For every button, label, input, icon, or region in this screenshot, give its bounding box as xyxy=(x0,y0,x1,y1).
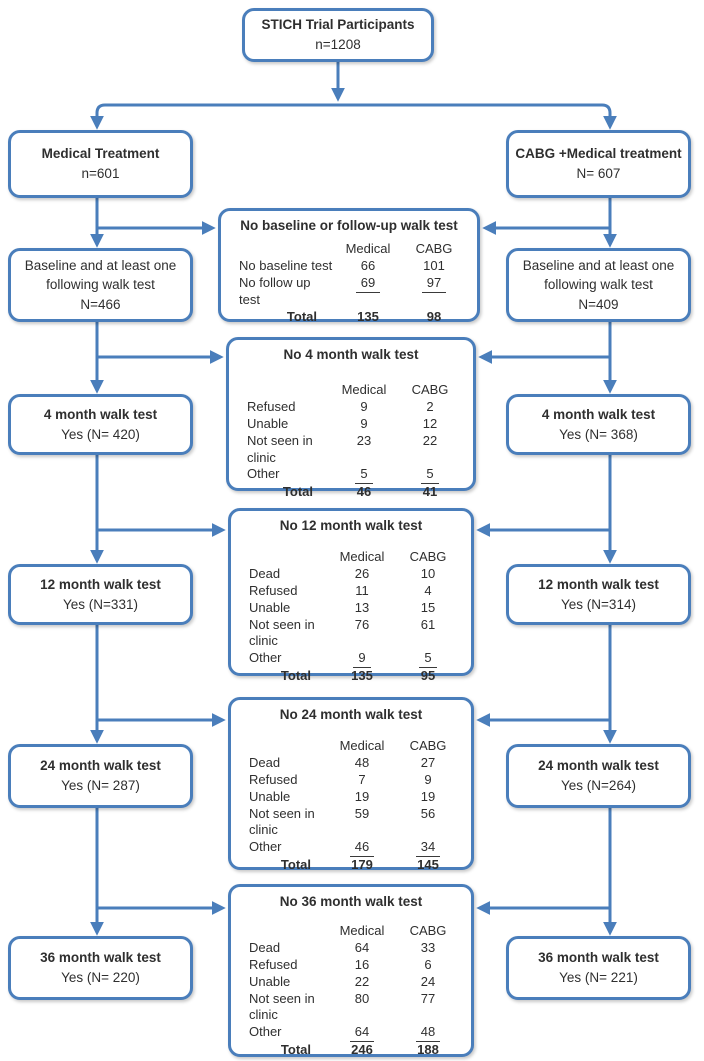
stich-participants-box: STICH Trial Participants n=1208 xyxy=(242,8,434,62)
box-title: CABG +Medical treatment xyxy=(515,146,682,162)
table-row: Other 9 5 xyxy=(249,650,459,669)
table-row: Refused 11 4 xyxy=(249,582,432,598)
box-n: N= 607 xyxy=(576,166,621,181)
box-line: following walk test xyxy=(544,277,653,293)
right-baseline-box: Baseline and at least one following walk… xyxy=(506,248,691,322)
col-header-cabg: CABG xyxy=(409,549,447,564)
table-row: Unable 22 24 xyxy=(249,973,436,989)
box-n: Yes (N= 220) xyxy=(61,970,140,985)
table-row: Other 5 5 xyxy=(247,466,461,485)
box-title: 36 month walk test xyxy=(40,950,161,966)
no-baseline-walk-test-box: No baseline or follow-up walk test Medic… xyxy=(218,208,480,325)
table-row: Other 64 48 xyxy=(249,1024,459,1043)
table-row: Other 46 34 xyxy=(249,839,459,858)
col-header-cabg: CABG xyxy=(411,382,449,397)
left-24-month-box: 24 month walk test Yes (N= 287) xyxy=(8,744,193,808)
table-row: Refused 7 9 xyxy=(249,771,432,787)
col-header-cabg: CABG xyxy=(409,738,447,753)
box-title: Medical Treatment xyxy=(41,146,160,162)
box-title: 24 month walk test xyxy=(40,758,161,774)
no-24-month-walk-test-box: No 24 month walk test Medical CABG Dead … xyxy=(228,697,474,872)
right-4-month-box: 4 month walk test Yes (N= 368) xyxy=(506,394,691,455)
box-n: n=601 xyxy=(81,166,120,181)
no-36-month-walk-test-box: No 36 month walk test Medical CABG Dead … xyxy=(228,884,474,1057)
table-row: No baseline test 66 101 xyxy=(239,257,445,273)
box-line: Baseline and at least one xyxy=(522,257,675,273)
box-title: No 24 month walk test xyxy=(279,707,423,722)
table-row: Refused 16 6 xyxy=(249,956,432,972)
no-4-month-walk-test-box: No 4 month walk test Medical CABG Refuse… xyxy=(226,337,476,499)
table-total-row: Total 179 145 xyxy=(280,857,439,873)
table-row: Not seen in clinic 59 56 xyxy=(249,805,436,838)
box-title: No 4 month walk test xyxy=(283,347,419,362)
table-total-row: Total 46 41 xyxy=(282,484,438,500)
box-title: No 36 month walk test xyxy=(279,894,423,909)
table-row: Dead 26 10 xyxy=(249,565,436,581)
right-12-month-box: 12 month walk test Yes (N=314) xyxy=(506,564,691,625)
box-n: Yes (N= 420) xyxy=(61,426,140,442)
box-title: No baseline or follow-up walk test xyxy=(240,218,458,233)
box-line: N=409 xyxy=(578,296,619,312)
cabg-treatment-box: CABG +Medical treatment N= 607 xyxy=(506,130,691,198)
box-n: Yes (N=331) xyxy=(63,596,138,612)
medical-treatment-box: Medical Treatment n=601 xyxy=(8,130,193,198)
col-header-medical: Medical xyxy=(339,923,385,938)
table-total-row: Total 135 98 xyxy=(286,308,442,324)
table-row: Dead 48 27 xyxy=(249,754,436,770)
box-n: Yes (N= 221) xyxy=(559,970,638,985)
box-title: No 12 month walk test xyxy=(279,518,423,533)
table-row: Not seen in clinic 80 77 xyxy=(249,990,436,1023)
left-4-month-box: 4 month walk test Yes (N= 420) xyxy=(8,394,193,455)
col-header-cabg: CABG xyxy=(409,923,447,938)
col-header-medical: Medical xyxy=(339,738,385,753)
col-header-cabg: CABG xyxy=(415,241,453,256)
box-title: STICH Trial Participants xyxy=(261,17,415,33)
right-24-month-box: 24 month walk test Yes (N=264) xyxy=(506,744,691,808)
box-title: 4 month walk test xyxy=(43,406,158,422)
box-n: n=1208 xyxy=(315,37,361,52)
table-row: Not seen in clinic 23 22 xyxy=(247,432,438,465)
reasons-table: Medical CABG Dead 26 10 Refused 11 4 Una… xyxy=(231,549,471,685)
box-n: Yes (N= 368) xyxy=(559,426,638,442)
box-title: 36 month walk test xyxy=(538,950,659,966)
box-n: Yes (N= 287) xyxy=(61,778,140,793)
table-row: Dead 64 33 xyxy=(249,939,436,955)
col-header-medical: Medical xyxy=(339,549,385,564)
box-line: following walk test xyxy=(46,277,155,293)
table-total-row: Total 135 95 xyxy=(280,668,436,684)
table-total-row: Total 246 188 xyxy=(280,1042,439,1058)
reasons-table: Medical CABG Refused 9 2 Unable 9 12 Not… xyxy=(229,382,473,501)
box-n: Yes (N=314) xyxy=(561,596,636,612)
table-row: Unable 19 19 xyxy=(249,788,436,804)
box-title: 4 month walk test xyxy=(541,406,656,422)
no-12-month-walk-test-box: No 12 month walk test Medical CABG Dead … xyxy=(228,508,474,683)
table-row: Unable 13 15 xyxy=(249,599,436,615)
table-row: Refused 9 2 xyxy=(247,398,434,414)
col-header-medical: Medical xyxy=(341,382,387,397)
left-baseline-box: Baseline and at least one following walk… xyxy=(8,248,193,322)
box-line: Baseline and at least one xyxy=(24,257,177,273)
box-n: Yes (N=264) xyxy=(561,778,636,793)
col-header-medical: Medical xyxy=(345,241,391,256)
reasons-table: Medical CABG Dead 48 27 Refused 7 9 Unab… xyxy=(231,738,471,874)
right-36-month-box: 36 month walk test Yes (N= 221) xyxy=(506,936,691,1000)
table-row: Unable 9 12 xyxy=(247,415,438,431)
table-row: Not seen in clinic 76 61 xyxy=(249,616,436,649)
reasons-table: Medical CABG Dead 64 33 Refused 16 6 Una… xyxy=(231,923,471,1059)
box-title: 24 month walk test xyxy=(538,758,659,774)
left-36-month-box: 36 month walk test Yes (N= 220) xyxy=(8,936,193,1000)
left-12-month-box: 12 month walk test Yes (N=331) xyxy=(8,564,193,625)
box-title: 12 month walk test xyxy=(538,576,659,592)
reasons-table: Medical CABG No baseline test 66 101 No … xyxy=(221,241,477,325)
table-row: No follow up test 69 97 xyxy=(239,275,465,309)
box-line: N=466 xyxy=(80,296,121,312)
box-title: 12 month walk test xyxy=(40,576,161,592)
